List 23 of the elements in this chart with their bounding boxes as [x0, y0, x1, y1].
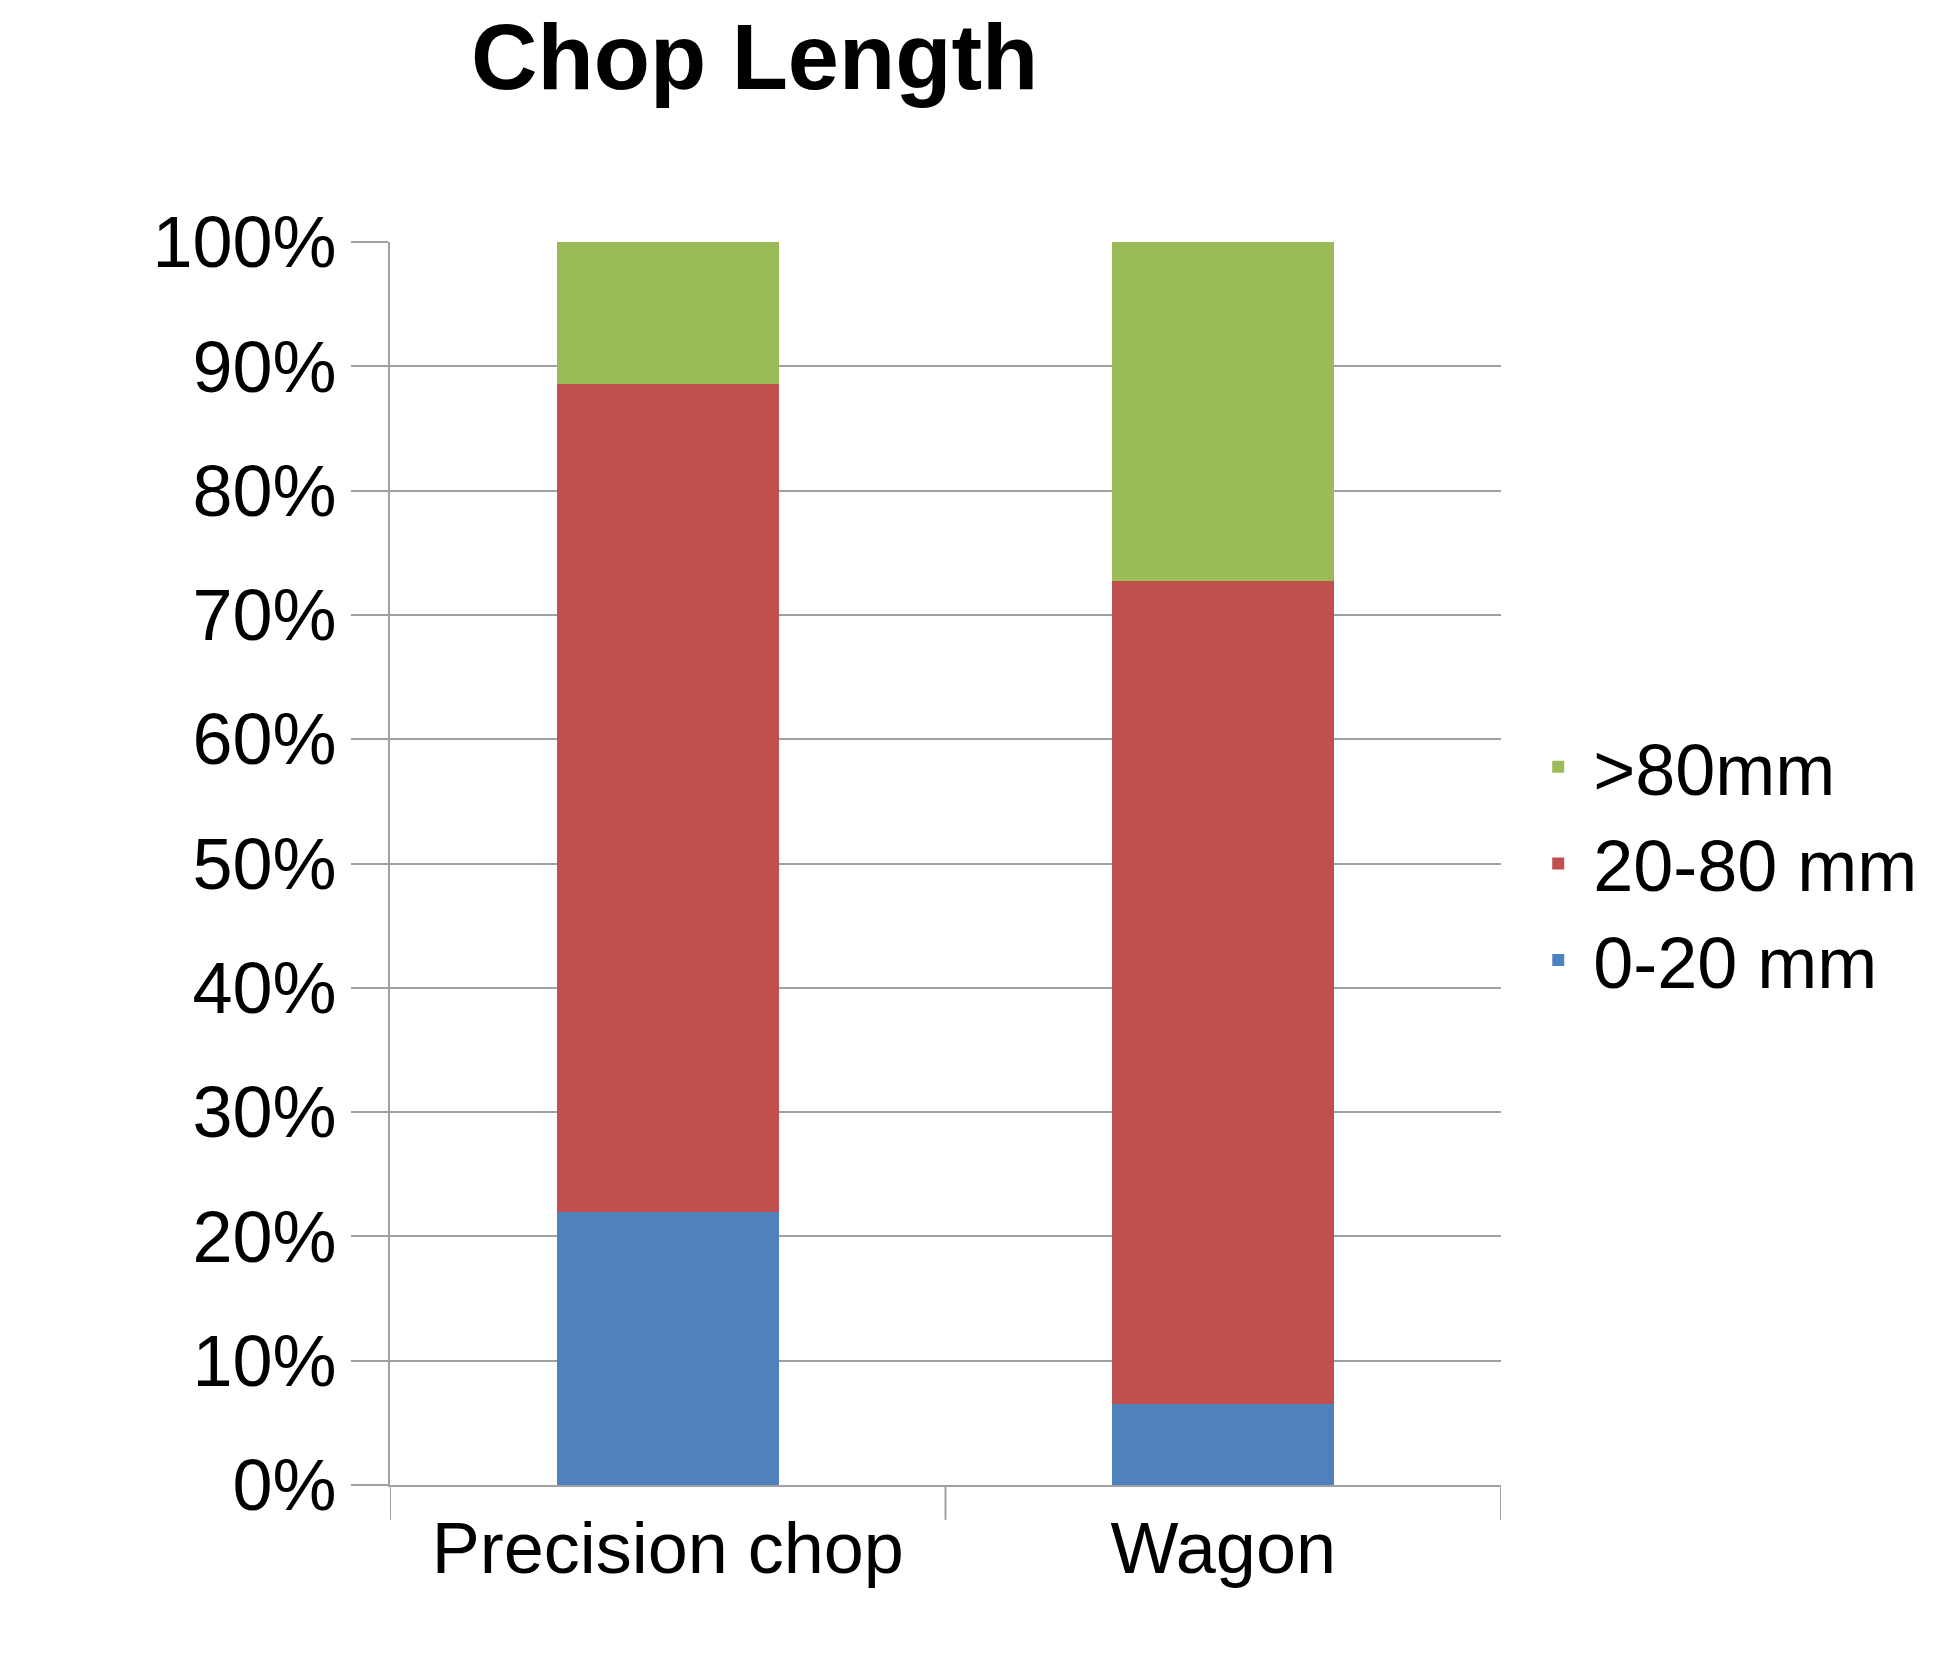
chart-title: Chop Length	[471, 6, 1039, 109]
y-tick-label: 60%	[192, 699, 337, 780]
y-tick-label: 50%	[192, 823, 337, 904]
y-tick-label: 0%	[232, 1445, 337, 1526]
bar	[1112, 581, 1335, 1405]
bar	[556, 383, 779, 1212]
legend-label: 0-20 mm	[1593, 923, 1878, 1004]
y-tick-label: 30%	[192, 1072, 337, 1153]
bar	[556, 1211, 779, 1485]
y-tick-label: 40%	[192, 948, 337, 1028]
y-tick-label: 10%	[192, 1320, 337, 1401]
bar	[556, 242, 779, 384]
x-tick-label: Precision chop	[431, 1508, 904, 1589]
y-tick-label: 70%	[192, 575, 337, 656]
x-tick-label: Wagon	[1110, 1508, 1336, 1589]
bar	[1112, 242, 1335, 582]
y-tick-label: 100%	[152, 202, 337, 283]
legend-label: 20-80 mm	[1593, 826, 1918, 907]
y-tick-label: 80%	[192, 450, 337, 531]
legend-label: >80mm	[1593, 729, 1836, 810]
bar	[1112, 1404, 1335, 1485]
y-tick-label: 20%	[192, 1196, 337, 1277]
y-tick-label: 90%	[192, 326, 337, 407]
